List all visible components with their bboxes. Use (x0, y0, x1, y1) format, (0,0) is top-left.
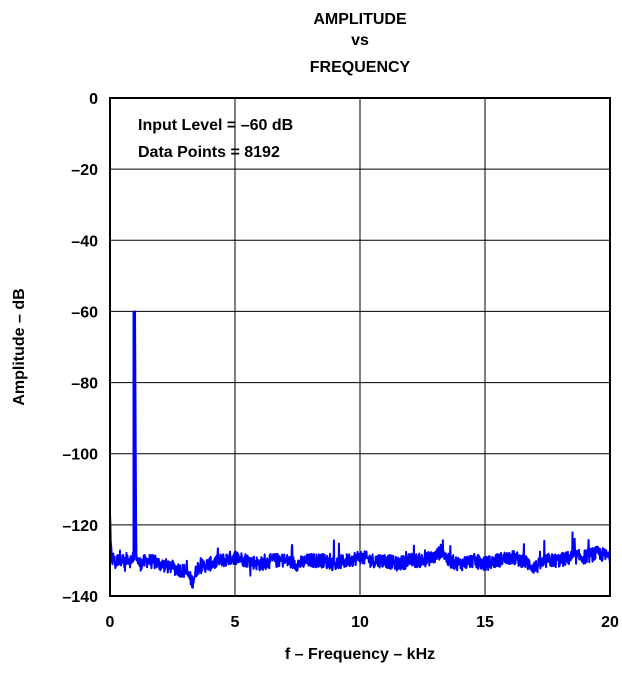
x-tick-label: 10 (351, 614, 369, 631)
spectrum-trace (109, 310, 611, 589)
x-axis-label: f – Frequency – kHz (285, 646, 435, 663)
plot-frame (109, 97, 611, 597)
y-axis-label: Amplitude – dB (11, 288, 28, 405)
y-tick-label: –140 (62, 589, 98, 606)
x-tick-label: 20 (601, 614, 619, 631)
y-tick-label: –20 (71, 162, 98, 179)
y-tick-label: –60 (71, 304, 98, 321)
tick-label-layer: 0 5 10 15 20 0 –20 –40 –60 –80 –100 –120 –140 (62, 91, 619, 631)
y-tick-label: 0 (89, 91, 98, 108)
x-tick-label: 15 (476, 614, 494, 631)
chart-title: AMPLITUDE vs FREQUENCY (310, 11, 411, 76)
x-tick-label: 5 (231, 614, 240, 631)
y-tick-label: –40 (71, 233, 98, 250)
grid-layer (110, 98, 610, 596)
y-tick-label: –120 (62, 518, 98, 535)
series-layer (109, 310, 611, 589)
title-line-1: AMPLITUDE (313, 11, 407, 28)
title-line-2: vs (351, 32, 369, 49)
annotation-input-level: Input Level = –60 dB (138, 117, 293, 134)
y-tick-label: –100 (62, 447, 98, 464)
x-tick-label: 0 (106, 614, 115, 631)
annotation-box: Input Level = –60 dB Data Points = 8192 (138, 117, 293, 161)
annotation-data-points: Data Points = 8192 (138, 144, 280, 161)
y-tick-label: –80 (71, 376, 98, 393)
title-line-3: FREQUENCY (310, 59, 411, 76)
